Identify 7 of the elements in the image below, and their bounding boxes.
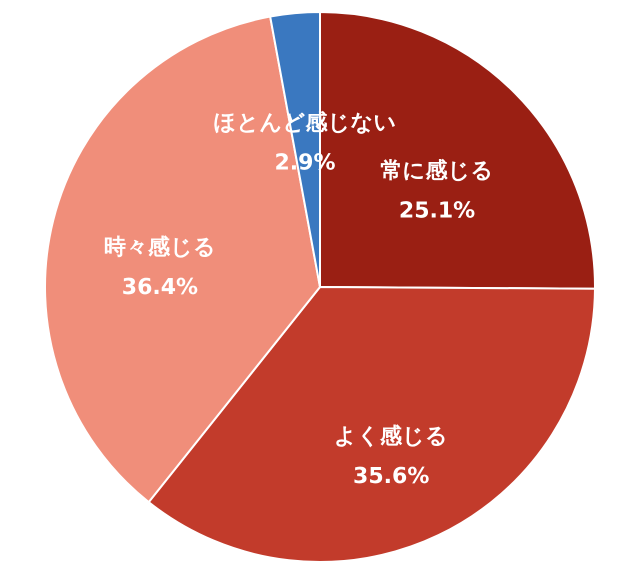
data-label: 36.4% [122, 274, 198, 300]
slice-label: 時々感じる [104, 234, 216, 260]
data-label: 25.1% [398, 198, 476, 224]
data-label: 35.6% [353, 464, 430, 489]
slice-label: よく感じる [334, 424, 448, 449]
slice-label: 常に感じる [380, 158, 494, 184]
data-label: 2.9% [274, 150, 336, 176]
